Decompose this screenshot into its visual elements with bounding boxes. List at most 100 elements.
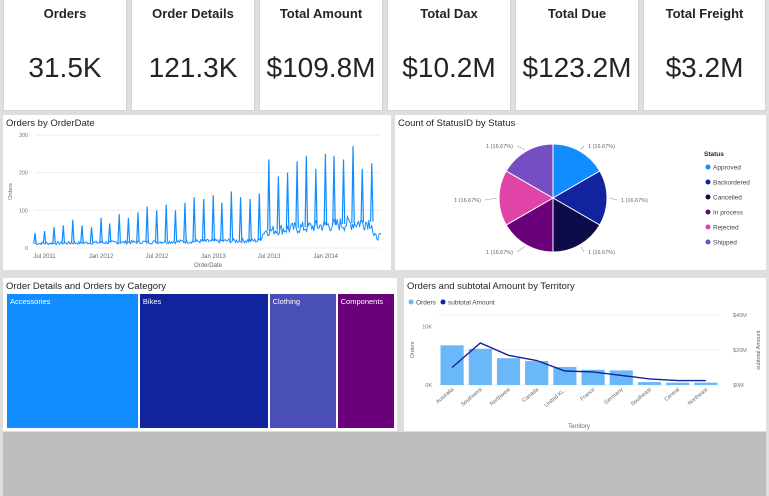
y2-tick-label: $40M <box>733 313 747 319</box>
orders-spike-point <box>42 230 47 244</box>
pie-data-label: 1 (16.67%) <box>486 250 513 256</box>
legend-marker <box>408 299 414 305</box>
kpi-card-total-dax: Total Dax $10.2M <box>387 0 511 111</box>
legend-marker <box>705 179 711 185</box>
x-tick-label: Jan 2013 <box>201 254 226 260</box>
orders-spike-point <box>323 153 328 226</box>
kpi-value: 31.5K <box>28 52 102 83</box>
kpi-card-order-details: Order Details 121.3K <box>131 0 255 111</box>
legend-label: Approved <box>713 164 741 171</box>
x-tick-label: Germany <box>603 387 624 406</box>
pie-data-label: 1 (16.67%) <box>454 198 481 204</box>
treemap-cell-label: Clothing <box>272 297 301 306</box>
x-tick-label: Central <box>664 387 681 403</box>
orders-spike-point <box>107 223 112 243</box>
pie-data-label: 1 (16.67%) <box>588 144 615 150</box>
orders-spike-point <box>154 210 159 242</box>
y-tick-label: 0 <box>25 246 28 252</box>
kpi-value: 121.3K <box>148 52 238 83</box>
category-treemap-visual[interactable]: Order Details and Orders by Category Acc… <box>3 278 397 431</box>
y-tick-label: 200 <box>19 171 28 177</box>
legend-label: Shipped <box>713 239 737 246</box>
pie-slice <box>505 143 554 199</box>
treemap-cell-label: Accessories <box>10 297 51 306</box>
pie-data-label: 1 (16.67%) <box>588 250 615 256</box>
treemap-cell: Bikes <box>139 294 268 428</box>
status-pie-visual[interactable]: Count of StatusID by Status 1 (16.67%) 1 … <box>395 115 766 270</box>
territory-combo-visual[interactable]: Orders and subtotal Amount by Territory … <box>404 278 766 431</box>
x-tick-label: Jul 2013 <box>258 254 281 260</box>
status-pie-chart: 1 (16.67%) 1 (16.67%) 1 (16.67%) 1 (16.67%)… <box>454 143 750 256</box>
y-tick-label: 100 <box>19 208 28 214</box>
pie-leader-line <box>580 246 585 253</box>
kpi-card-total-due: Total Due $123.2M <box>515 0 639 111</box>
pie-data-label: 1 (16.67%) <box>621 198 648 204</box>
legend-label: Rejected <box>713 224 739 231</box>
kpi-label: Order Details <box>152 6 234 21</box>
orders-spike-point <box>351 146 355 224</box>
orders-spike-point <box>61 225 66 244</box>
orders-spike-point <box>136 212 140 243</box>
legend-label: Cancelled <box>713 194 742 201</box>
legend-marker <box>705 209 711 215</box>
orders-spike-point <box>89 227 94 243</box>
kpi-label: Total Dax <box>420 6 478 21</box>
legend-label: subtotal Amount <box>448 299 495 306</box>
orders-spike-point <box>70 219 75 244</box>
orders-bar <box>694 382 718 385</box>
pie-slice <box>552 143 601 199</box>
orders-spike-point <box>80 225 84 243</box>
y-tick-label: 10K <box>422 325 432 331</box>
orders-bar <box>666 382 690 385</box>
y-axis-title: Orders <box>8 183 14 200</box>
orders-bar <box>609 370 633 385</box>
pie-slice <box>552 197 601 253</box>
y-tick-label: 300 <box>19 133 28 139</box>
orders-bar <box>440 345 464 385</box>
kpi-label: Total Amount <box>279 6 363 21</box>
orders-bar <box>581 369 605 385</box>
pie-data-label: 1 (16.67%) <box>486 144 513 150</box>
legend-marker <box>705 164 711 170</box>
legend-title: Status <box>704 151 724 158</box>
x-tick-label: Southwest <box>460 387 484 408</box>
kpi-label: Total Due <box>547 6 607 21</box>
kpi-value: $10.2M <box>402 52 496 83</box>
orders-spike-point <box>192 197 196 242</box>
orders-by-date-visual[interactable]: Orders by OrderDate 0 100 200 300 Jul 2011 Ja… <box>3 115 391 270</box>
orders-bar <box>525 361 549 385</box>
orders-bar <box>637 382 662 385</box>
treemap-cell-label: Bikes <box>142 297 162 306</box>
legend-marker <box>705 224 711 230</box>
orders-bar <box>468 348 492 385</box>
treemap-cell: Components <box>337 294 394 428</box>
pie-slice <box>505 197 554 253</box>
y-axis-title: Orders <box>410 341 416 358</box>
pie-leader-line <box>516 145 526 150</box>
legend-marker <box>705 239 711 245</box>
x-axis-title: OrderDate <box>194 263 223 269</box>
orders-bar <box>553 366 577 385</box>
orders-spike-point <box>164 204 169 242</box>
legend-label: In process <box>713 209 744 216</box>
kpi-card-total-amount: Total Amount $109.8M <box>259 0 383 111</box>
pie-leader-line <box>608 197 618 201</box>
orders-spike-point <box>314 168 318 227</box>
kpi-card-total-freight: Total Freight $3.2M <box>643 0 766 111</box>
orders-spike-point <box>117 214 121 243</box>
orders-spike-point <box>285 172 290 229</box>
orders-spike-point <box>33 232 37 244</box>
orders-spike-point <box>257 193 262 241</box>
legend-marker <box>440 299 446 305</box>
orders-spike-point <box>145 206 149 243</box>
pie-leader-line <box>580 145 585 150</box>
y2-axis-title: subtotal Amount <box>756 330 762 370</box>
treemap-cell: Accessories <box>7 294 138 428</box>
chart-title: Orders and subtotal Amount by Territory <box>407 281 575 292</box>
orders-spike-point <box>238 197 243 241</box>
category-treemap: Accessories Bikes Clothing Components <box>7 294 396 428</box>
orders-line-chart: 0 100 200 300 Jul 2011 Jan 2012 Jul 2012 Jan 20… <box>8 133 382 269</box>
chart-title: Order Details and Orders by Category <box>6 281 166 292</box>
orders-spike-point <box>276 176 281 230</box>
legend-label: Backordered <box>713 179 750 186</box>
